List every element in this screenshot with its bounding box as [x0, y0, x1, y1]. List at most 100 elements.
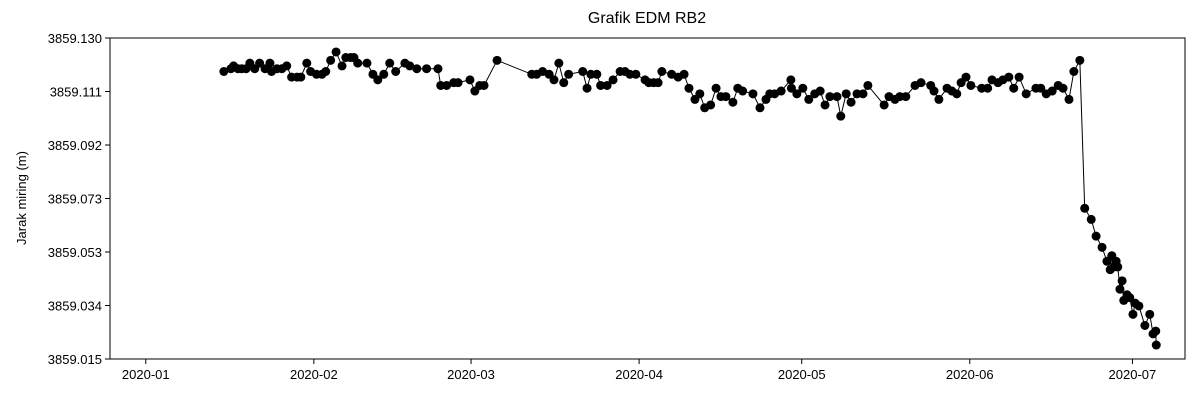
data-point [934, 94, 944, 104]
data-point [453, 78, 463, 88]
data-point [916, 78, 926, 88]
x-tick-label: 2020-01 [122, 367, 170, 382]
x-tick-label: 2020-04 [615, 367, 663, 382]
x-tick-label: 2020-05 [778, 367, 826, 382]
data-point [596, 80, 606, 90]
data-point [559, 78, 569, 88]
data-point [1097, 242, 1107, 252]
data-point [846, 97, 856, 107]
data-point [728, 97, 738, 107]
data-point [966, 80, 976, 90]
data-point [321, 66, 331, 76]
data-point [1151, 340, 1161, 350]
data-point [326, 55, 336, 65]
data-point [836, 111, 846, 121]
data-point [1145, 309, 1155, 319]
data-point [815, 86, 825, 96]
data-point [786, 75, 796, 85]
data-point [549, 75, 559, 85]
data-point [983, 83, 993, 93]
data-line [223, 50, 1157, 346]
x-tick-label: 2020-02 [290, 367, 338, 382]
data-point [631, 69, 641, 79]
data-point [929, 86, 939, 96]
data-point [901, 92, 911, 102]
data-point [1134, 301, 1144, 311]
data-point [1115, 284, 1125, 294]
data-point [776, 86, 786, 96]
y-tick-label: 3859.073 [48, 192, 102, 207]
data-point [1117, 276, 1127, 286]
data-point [219, 66, 229, 76]
x-tick-label: 2020-07 [1109, 367, 1157, 382]
data-point [442, 80, 452, 90]
data-point [1058, 83, 1068, 93]
data-point [879, 100, 889, 110]
data-point [564, 69, 574, 79]
data-point [282, 61, 292, 71]
data-point [755, 103, 765, 113]
data-point [362, 58, 372, 68]
data-point [379, 69, 389, 79]
data-point [1125, 293, 1135, 303]
data-point [1047, 86, 1057, 96]
y-tick-label: 3859.034 [48, 298, 102, 313]
y-tick-label: 3859.015 [48, 352, 102, 367]
data-point [858, 89, 868, 99]
data-point [792, 89, 802, 99]
data-point [331, 47, 341, 57]
data-point [602, 80, 612, 90]
data-point [1140, 321, 1150, 331]
data-point [302, 58, 312, 68]
data-point [582, 83, 592, 93]
data-point [841, 89, 851, 99]
data-point [554, 58, 564, 68]
data-point [657, 66, 667, 76]
data-point [391, 66, 401, 76]
data-point [825, 92, 835, 102]
data-point [433, 64, 443, 74]
data-point [820, 100, 830, 110]
data-point [1080, 203, 1090, 213]
data-point [832, 92, 842, 102]
data-point [653, 78, 663, 88]
x-tick-label: 2020-06 [946, 367, 994, 382]
data-point [353, 58, 363, 68]
data-point [1086, 214, 1096, 224]
data-point [1151, 326, 1161, 336]
data-point [296, 72, 306, 82]
data-point [798, 83, 808, 93]
data-point [265, 58, 275, 68]
data-point [1075, 55, 1085, 65]
data-point [608, 75, 618, 85]
data-point [465, 75, 475, 85]
data-point [786, 83, 796, 93]
data-point [405, 61, 415, 71]
data-point [492, 55, 502, 65]
data-point [1036, 83, 1046, 93]
data-point [479, 80, 489, 90]
y-tick-label: 3859.111 [50, 85, 102, 100]
x-tick-label: 2020-03 [447, 367, 495, 382]
data-point [422, 64, 432, 74]
y-axis-label: Jarak miring (m) [14, 151, 29, 245]
data-point [695, 89, 705, 99]
data-point [1064, 94, 1074, 104]
data-point [711, 83, 721, 93]
data-point [1014, 72, 1024, 82]
y-tick-label: 3859.130 [48, 31, 102, 46]
y-tick-label: 3859.092 [48, 138, 102, 153]
data-point [748, 89, 758, 99]
data-point [706, 100, 716, 110]
data-point [373, 75, 383, 85]
chart-title: Grafik EDM RB2 [588, 10, 706, 27]
data-point [1004, 72, 1014, 82]
data-point [1009, 83, 1019, 93]
y-tick-label: 3859.053 [48, 245, 102, 260]
data-point [1128, 309, 1138, 319]
data-point [684, 83, 694, 93]
data-point [1113, 262, 1123, 272]
data-point [1021, 89, 1031, 99]
data-point [961, 72, 971, 82]
